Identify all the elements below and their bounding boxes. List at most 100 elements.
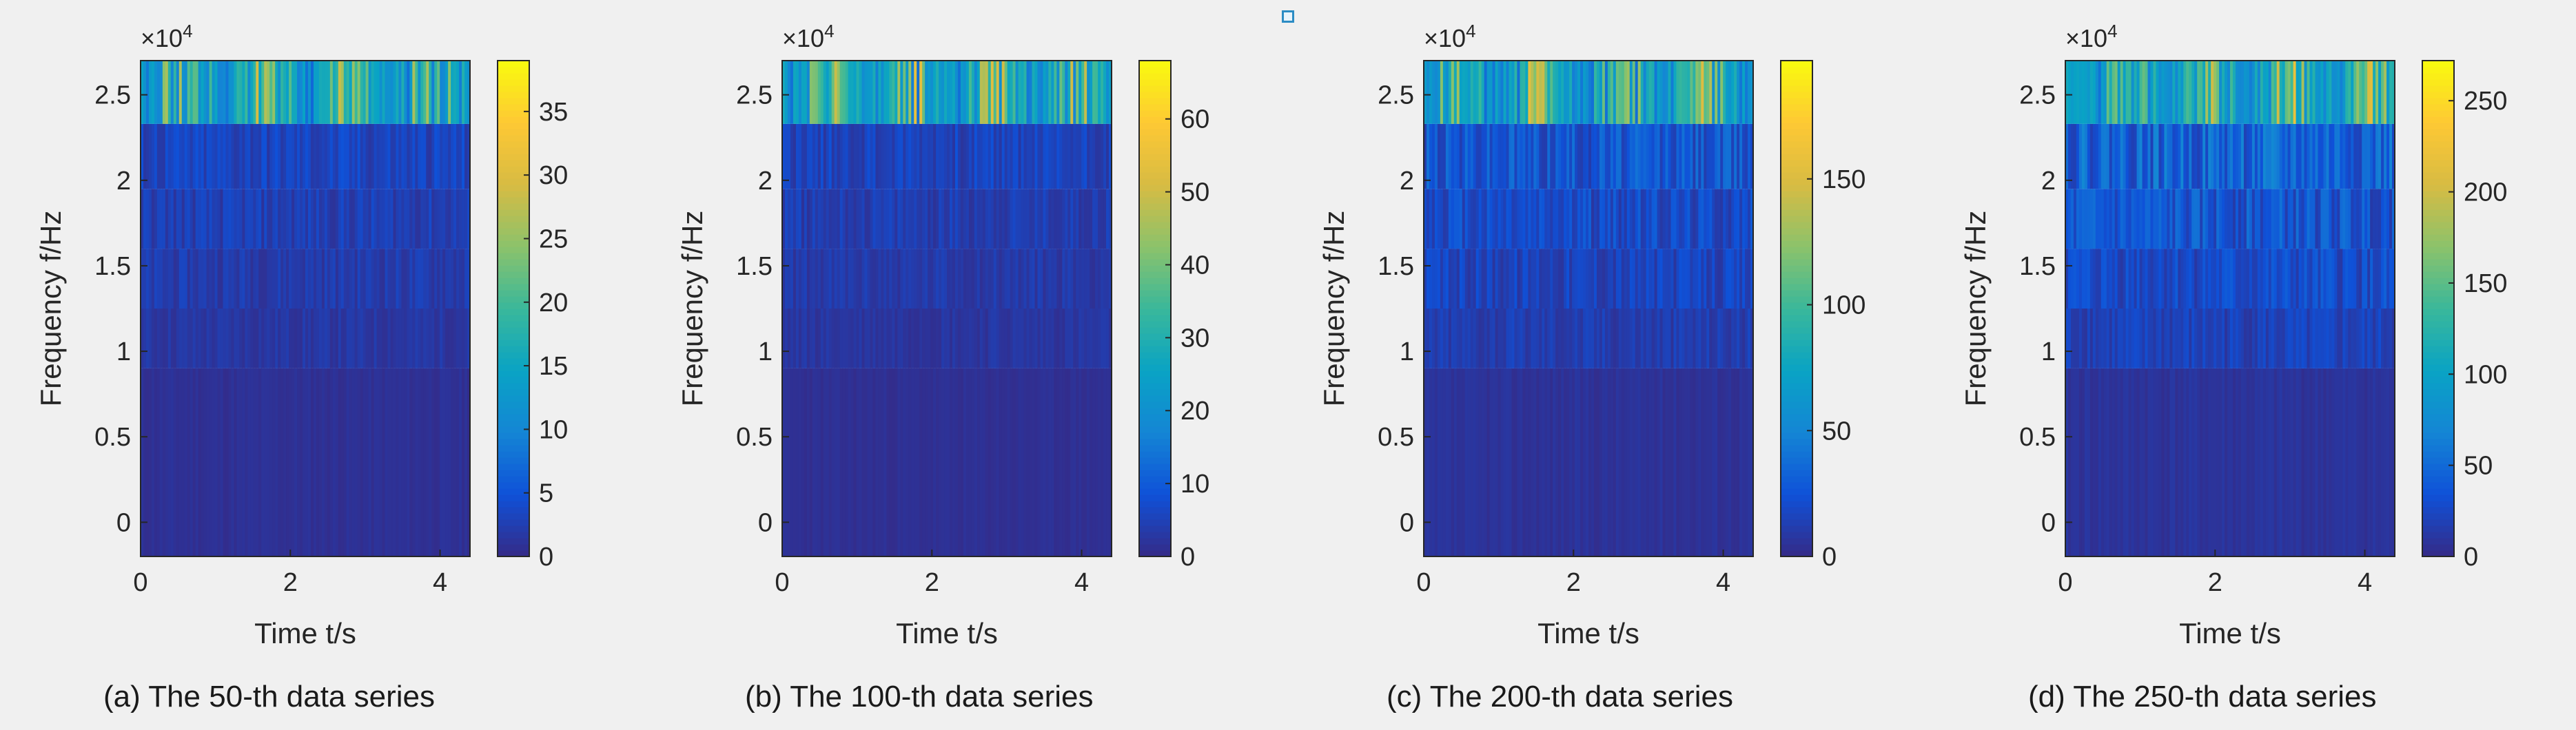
heatmap-cell bbox=[1056, 368, 1060, 556]
heatmap-cell bbox=[2120, 123, 2124, 189]
heatmap-cell bbox=[297, 309, 300, 368]
heatmap-cell bbox=[977, 309, 981, 368]
heatmap-cell bbox=[292, 61, 295, 124]
heatmap-cell bbox=[1542, 249, 1545, 309]
heatmap-cell bbox=[875, 249, 879, 309]
heatmap-cell bbox=[1673, 123, 1677, 189]
heatmap-cell bbox=[203, 61, 207, 124]
heatmap-cell bbox=[963, 61, 967, 124]
heatmap-cell bbox=[396, 309, 400, 368]
heatmap-cell bbox=[1684, 61, 1688, 124]
heatmap-cell bbox=[1684, 189, 1688, 249]
heatmap-cell bbox=[1037, 123, 1041, 189]
heatmap-cell bbox=[2222, 368, 2225, 556]
heatmap-cell bbox=[1673, 61, 1677, 124]
colorbar-segment bbox=[2422, 402, 2454, 408]
heatmap-cell bbox=[256, 368, 259, 556]
heatmap-cell bbox=[379, 61, 383, 124]
heatmap-cell bbox=[1550, 249, 1553, 309]
heatmap-cell bbox=[201, 123, 205, 189]
heatmap-cell bbox=[856, 309, 860, 368]
heatmap-cell bbox=[2169, 123, 2173, 189]
heatmap-cell bbox=[190, 61, 194, 124]
heatmap-cell bbox=[1448, 249, 1452, 309]
heatmap-cell bbox=[307, 123, 311, 189]
heatmap-cell bbox=[2345, 249, 2349, 309]
heatmap-cell bbox=[1079, 61, 1082, 124]
heatmap-cell bbox=[2197, 368, 2200, 556]
heatmap-cell bbox=[459, 368, 462, 556]
heatmap-cell bbox=[156, 309, 161, 368]
heatmap-cell bbox=[870, 189, 874, 249]
heatmap-cell bbox=[2375, 123, 2379, 189]
heatmap-cell bbox=[848, 123, 852, 189]
heatmap-cell bbox=[379, 368, 383, 556]
colorbar-segment bbox=[1781, 439, 1812, 446]
heatmap-cell bbox=[1503, 61, 1507, 124]
heatmap-cell bbox=[812, 189, 816, 249]
heatmap-cell bbox=[1673, 189, 1677, 249]
heatmap-cell bbox=[834, 368, 838, 556]
colorbar-segment bbox=[498, 507, 529, 514]
heatmap-cell bbox=[1681, 249, 1686, 309]
heatmap-cell bbox=[1561, 368, 1564, 556]
colorbar-segment bbox=[1781, 123, 1812, 129]
colorbar-segment bbox=[498, 501, 529, 508]
heatmap-cell bbox=[850, 189, 855, 249]
heatmap-cell bbox=[156, 249, 161, 309]
heatmap-cell bbox=[1023, 309, 1028, 368]
heatmap-cell bbox=[1040, 123, 1044, 189]
heatmap-cell bbox=[192, 249, 196, 309]
heatmap-cell bbox=[269, 309, 273, 368]
heatmap-cell bbox=[1536, 368, 1540, 556]
heatmap-cell bbox=[1553, 189, 1556, 249]
heatmap-cell bbox=[1106, 123, 1110, 189]
heatmap-cell bbox=[2298, 189, 2302, 249]
heatmap-cell bbox=[2164, 309, 2167, 368]
colorbar-segment bbox=[1781, 172, 1812, 179]
heatmap-cell bbox=[2084, 189, 2088, 249]
heatmap-cell bbox=[845, 368, 849, 556]
heatmap-cell bbox=[1517, 368, 1521, 556]
heatmap-cell bbox=[409, 123, 413, 189]
heatmap-cell bbox=[2268, 368, 2272, 556]
heatmap-cell bbox=[1065, 309, 1068, 368]
heatmap-cell bbox=[1090, 123, 1093, 189]
heatmap-cell bbox=[223, 61, 227, 124]
heatmap-cell bbox=[318, 249, 323, 309]
heatmap-cell bbox=[1720, 249, 1724, 309]
heatmap-cell bbox=[412, 368, 416, 556]
heatmap-cell bbox=[988, 123, 992, 189]
heatmap-cell bbox=[971, 61, 975, 124]
heatmap-cell bbox=[407, 61, 410, 124]
heatmap-cell bbox=[1701, 249, 1704, 309]
heatmap-cell bbox=[247, 368, 251, 556]
heatmap-cell bbox=[387, 368, 391, 556]
heatmap-cell bbox=[275, 249, 278, 309]
heatmap-cell bbox=[329, 123, 334, 189]
heatmap-cell bbox=[1602, 368, 1606, 556]
heatmap-cell bbox=[949, 368, 953, 556]
heatmap-cell bbox=[1572, 249, 1575, 309]
y-tick-label: 2.5 bbox=[736, 81, 773, 110]
heatmap-cell bbox=[1489, 123, 1493, 189]
heatmap-cell bbox=[2117, 189, 2121, 249]
colorbar-segment bbox=[498, 364, 529, 371]
heatmap-cell bbox=[324, 189, 328, 249]
heatmap-cell bbox=[2240, 123, 2245, 189]
heatmap-cell bbox=[917, 309, 920, 368]
heatmap-cell bbox=[318, 61, 323, 124]
heatmap-cell bbox=[1731, 368, 1735, 556]
heatmap-cell bbox=[1484, 123, 1488, 189]
heatmap-cell bbox=[944, 368, 948, 556]
heatmap-cell bbox=[2087, 368, 2091, 556]
heatmap-cell bbox=[1040, 309, 1044, 368]
heatmap-cell bbox=[2318, 309, 2322, 368]
heatmap-cell bbox=[214, 123, 218, 189]
heatmap-cell bbox=[1602, 189, 1606, 249]
heatmap-cell bbox=[2123, 249, 2127, 309]
heatmap-cell bbox=[1067, 309, 1071, 368]
heatmap-cells bbox=[1424, 61, 1754, 556]
heatmap-cell bbox=[187, 189, 191, 249]
